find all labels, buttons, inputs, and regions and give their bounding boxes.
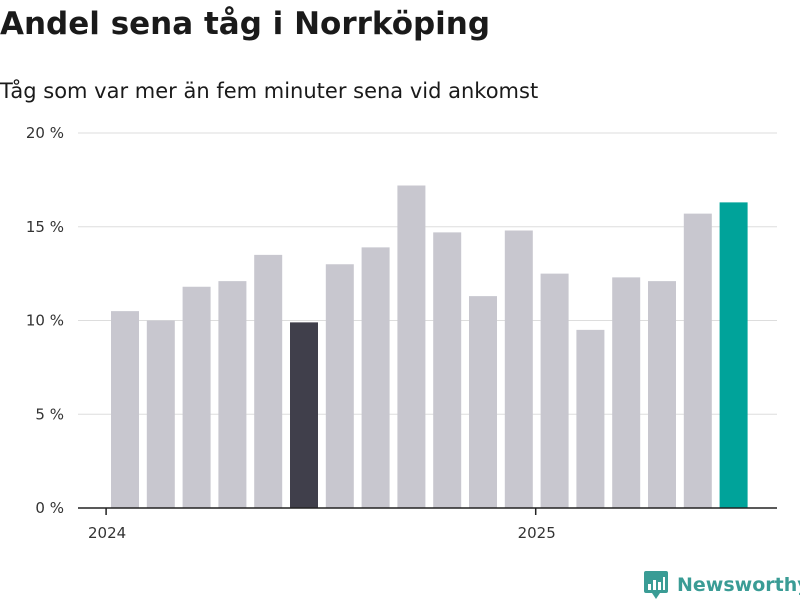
bar: [111, 311, 139, 508]
x-tick-label: 2024: [88, 524, 126, 542]
bar: [146, 320, 175, 508]
bar: [469, 296, 497, 508]
bar: [648, 281, 676, 508]
bar: [397, 185, 426, 508]
y-tick-label: 5 %: [35, 405, 64, 423]
bar: [576, 329, 605, 508]
chart-subtitle: Tåg som var mer än fem minuter sena vid …: [0, 79, 539, 103]
y-tick-label: 15 %: [26, 218, 64, 236]
bar: [719, 202, 748, 508]
brand-name: Newsworthy: [677, 574, 800, 596]
bar: [182, 286, 211, 508]
bars: [111, 185, 748, 508]
newsworthy-chart-logo-icon: [644, 571, 668, 599]
x-tick-label: 2025: [518, 524, 556, 542]
y-axis-tick-labels: 0 % 5 % 10 % 15 % 20 %: [26, 124, 64, 517]
brand-logo: Newsworthy: [644, 570, 800, 600]
x-axis-ticks: 2024 2025: [88, 508, 556, 542]
bar: [325, 264, 354, 508]
bar: [433, 232, 462, 508]
bar: [504, 230, 533, 508]
bar-chart: 0 % 5 % 10 % 15 % 20 % 2024 2025: [26, 124, 777, 542]
bar: [683, 213, 712, 508]
chart-title: Andel sena tåg i Norrköping: [0, 6, 491, 42]
bar: [218, 281, 247, 508]
y-tick-label: 10 %: [26, 312, 64, 330]
bar: [540, 273, 569, 508]
y-tick-label: 0 %: [35, 499, 64, 517]
bar: [612, 277, 641, 508]
bar: [254, 254, 283, 508]
bar: [361, 247, 390, 508]
bar: [290, 322, 318, 508]
y-tick-label: 20 %: [26, 124, 64, 142]
